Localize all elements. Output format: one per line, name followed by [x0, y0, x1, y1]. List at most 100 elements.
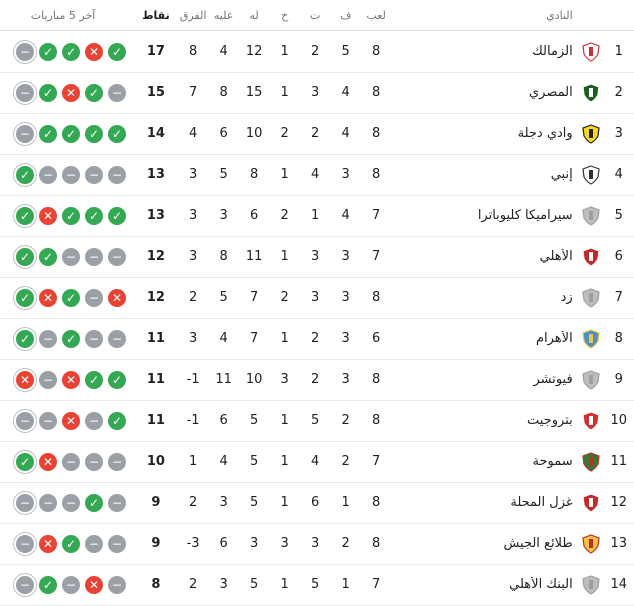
- table-row[interactable]: 3 وادي دجلة 8 4 2 2 10 6 4 14 ✓ ✓ ✓ ✓ −: [0, 113, 634, 155]
- win-icon[interactable]: ✓: [61, 42, 80, 61]
- draw-icon[interactable]: −: [107, 165, 126, 184]
- draw-icon[interactable]: −: [107, 329, 126, 348]
- loss-icon[interactable]: ✕: [15, 370, 34, 389]
- team-logo[interactable]: [579, 451, 604, 472]
- team-logo[interactable]: [579, 123, 604, 144]
- draw-icon[interactable]: −: [38, 411, 57, 430]
- draw-icon[interactable]: −: [84, 411, 103, 430]
- draw-icon[interactable]: −: [15, 42, 34, 61]
- win-icon[interactable]: ✓: [15, 288, 34, 307]
- team-logo[interactable]: [579, 41, 604, 62]
- draw-icon[interactable]: −: [61, 575, 80, 594]
- win-icon[interactable]: ✓: [38, 124, 57, 143]
- loss-icon[interactable]: ✕: [84, 575, 103, 594]
- table-row[interactable]: 4 إنبي 8 3 4 1 8 5 3 13− − − − ✓: [0, 154, 634, 196]
- team-name[interactable]: بتروجيت: [526, 413, 573, 428]
- team-logo[interactable]: [579, 328, 604, 349]
- win-icon[interactable]: ✓: [107, 124, 126, 143]
- win-icon[interactable]: ✓: [107, 411, 126, 430]
- draw-icon[interactable]: −: [107, 534, 126, 553]
- win-icon[interactable]: ✓: [84, 83, 103, 102]
- loss-icon[interactable]: ✕: [38, 534, 57, 553]
- win-icon[interactable]: ✓: [38, 42, 57, 61]
- table-row[interactable]: 9 فيوتشر 8 3 2 3 10 11 -1 11 ✓ ✓ ✕ − ✕: [0, 359, 634, 401]
- team-name[interactable]: الأهلي: [539, 249, 573, 264]
- table-row[interactable]: 7 زد 8 3 3 2 7 5 2 12 ✕ − ✓ ✕ ✓: [0, 277, 634, 319]
- draw-icon[interactable]: −: [107, 493, 126, 512]
- draw-icon[interactable]: −: [38, 493, 57, 512]
- loss-icon[interactable]: ✕: [38, 288, 57, 307]
- loss-icon[interactable]: ✕: [61, 370, 80, 389]
- team-name[interactable]: سموحة: [532, 454, 573, 469]
- draw-icon[interactable]: −: [15, 124, 34, 143]
- team-name[interactable]: إنبي: [550, 167, 573, 182]
- win-icon[interactable]: ✓: [61, 206, 80, 225]
- loss-icon[interactable]: ✕: [61, 83, 80, 102]
- win-icon[interactable]: ✓: [107, 206, 126, 225]
- team-name[interactable]: فيوتشر: [533, 372, 573, 387]
- team-logo[interactable]: [579, 533, 604, 554]
- draw-icon[interactable]: −: [107, 575, 126, 594]
- draw-icon[interactable]: −: [84, 247, 103, 266]
- draw-icon[interactable]: −: [107, 83, 126, 102]
- win-icon[interactable]: ✓: [107, 42, 126, 61]
- draw-icon[interactable]: −: [61, 493, 80, 512]
- team-logo[interactable]: [579, 574, 604, 595]
- team-name[interactable]: الزمالك: [532, 44, 573, 59]
- win-icon[interactable]: ✓: [84, 124, 103, 143]
- draw-icon[interactable]: −: [38, 329, 57, 348]
- draw-icon[interactable]: −: [84, 329, 103, 348]
- draw-icon[interactable]: −: [84, 165, 103, 184]
- win-icon[interactable]: ✓: [107, 370, 126, 389]
- team-logo[interactable]: [579, 287, 604, 308]
- draw-icon[interactable]: −: [61, 452, 80, 471]
- team-name[interactable]: الأهرام: [535, 331, 573, 346]
- draw-icon[interactable]: −: [15, 411, 34, 430]
- table-row[interactable]: 13 طلائع الجيش 8 2 3 3 3 6 -3 9− − ✓ ✕ −: [0, 523, 634, 565]
- win-icon[interactable]: ✓: [15, 247, 34, 266]
- win-icon[interactable]: ✓: [61, 288, 80, 307]
- win-icon[interactable]: ✓: [38, 83, 57, 102]
- team-logo[interactable]: [579, 369, 604, 390]
- team-name[interactable]: البنك الأهلي: [509, 577, 573, 592]
- draw-icon[interactable]: −: [38, 370, 57, 389]
- win-icon[interactable]: ✓: [84, 206, 103, 225]
- team-logo[interactable]: [579, 82, 604, 103]
- win-icon[interactable]: ✓: [38, 247, 57, 266]
- loss-icon[interactable]: ✕: [84, 42, 103, 61]
- draw-icon[interactable]: −: [15, 493, 34, 512]
- team-logo[interactable]: [579, 492, 604, 513]
- team-logo[interactable]: [579, 205, 604, 226]
- loss-icon[interactable]: ✕: [38, 206, 57, 225]
- win-icon[interactable]: ✓: [38, 575, 57, 594]
- draw-icon[interactable]: −: [15, 534, 34, 553]
- draw-icon[interactable]: −: [84, 288, 103, 307]
- team-name[interactable]: سيراميكا كليوباترا: [477, 208, 573, 223]
- table-row[interactable]: 2 المصري 8 4 3 1 15 8 7 15− ✓ ✕ ✓ −: [0, 72, 634, 114]
- table-row[interactable]: 5 سيراميكا كليوباترا 7 4 1 2 6 3 3 13 ✓ ✓ ✓ ✕ ✓: [0, 195, 634, 237]
- draw-icon[interactable]: −: [107, 247, 126, 266]
- table-row[interactable]: 1 الزمالك 8 5 2 1 12 4 8 17 ✓ ✕ ✓ ✓ −: [0, 31, 634, 73]
- team-name[interactable]: المصري: [528, 85, 573, 100]
- table-row[interactable]: 6 الأهلي 7 3 3 1 11 8 3 12− − − ✓ ✓: [0, 236, 634, 278]
- win-icon[interactable]: ✓: [84, 493, 103, 512]
- draw-icon[interactable]: −: [15, 83, 34, 102]
- draw-icon[interactable]: −: [61, 165, 80, 184]
- loss-icon[interactable]: ✕: [107, 288, 126, 307]
- draw-icon[interactable]: −: [84, 534, 103, 553]
- team-name[interactable]: وادي دجلة: [517, 126, 573, 141]
- win-icon[interactable]: ✓: [15, 452, 34, 471]
- team-name[interactable]: طلائع الجيش: [503, 536, 573, 551]
- table-row[interactable]: 12 غزل المحلة 8 1 6 1 5 3 2 9− ✓ − − −: [0, 482, 634, 524]
- loss-icon[interactable]: ✕: [61, 411, 80, 430]
- draw-icon[interactable]: −: [38, 165, 57, 184]
- team-logo[interactable]: [579, 246, 604, 267]
- team-logo[interactable]: [579, 164, 604, 185]
- table-row[interactable]: 8 الأهرام 6 3 2 1 7 4 3 11− − ✓ − ✓: [0, 318, 634, 360]
- draw-icon[interactable]: −: [61, 247, 80, 266]
- win-icon[interactable]: ✓: [61, 329, 80, 348]
- table-row[interactable]: 11 سموحة 7 2 4 1 5 4 1 10− − − ✕ ✓: [0, 441, 634, 483]
- win-icon[interactable]: ✓: [15, 206, 34, 225]
- win-icon[interactable]: ✓: [15, 329, 34, 348]
- draw-icon[interactable]: −: [15, 575, 34, 594]
